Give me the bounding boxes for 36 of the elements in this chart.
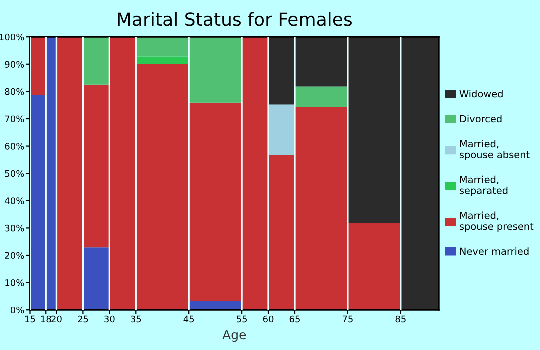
y-tick-label: 80%: [5, 88, 24, 96]
legend-label: Never married: [460, 248, 529, 256]
legend-label: Married, spouse present: [460, 212, 534, 232]
legend-label: Widowed: [460, 90, 503, 98]
y-tick-label: 40%: [5, 198, 24, 204]
y-tick-label: 90%: [5, 61, 24, 68]
x-tick-label: 60: [263, 316, 274, 323]
legend-label: Divorced: [460, 115, 502, 123]
x-tick-label: 35: [131, 316, 142, 323]
legend-label: Married, separated: [460, 176, 508, 196]
x-tick-label: 18: [41, 316, 52, 323]
chart-title: Marital Status for Females: [118, 12, 352, 26]
legend-label: Married, spouse absent: [460, 140, 530, 160]
x-tick-label: 45: [184, 316, 194, 323]
y-tick-label: 60%: [5, 143, 24, 150]
y-tick-label: 30%: [5, 224, 24, 232]
bar: [268, 155, 295, 310]
bar: [268, 104, 295, 156]
bar: [242, 37, 269, 310]
x-tick-label: 85: [396, 316, 406, 323]
x-tick-label: 20: [52, 316, 62, 323]
x-tick-label: 75: [342, 316, 353, 323]
x-tick-label: 55: [236, 316, 247, 323]
x-axis-title: Age: [222, 330, 246, 342]
bar: [294, 86, 348, 107]
y-tick-label: 50%: [5, 170, 24, 178]
x-tick-label: 30: [104, 316, 115, 323]
y-tick-label: 0%: [10, 306, 24, 314]
x-tick-label: 25: [78, 316, 88, 323]
y-tick-label: 20%: [5, 252, 24, 260]
y-tick-label: 10%: [6, 280, 24, 286]
x-tick-label: 15: [25, 316, 36, 323]
bar: [136, 56, 190, 64]
y-tick-label: 100%: [0, 34, 24, 41]
x-tick-label: 65: [290, 316, 300, 323]
y-tick-label: 70%: [5, 116, 24, 123]
